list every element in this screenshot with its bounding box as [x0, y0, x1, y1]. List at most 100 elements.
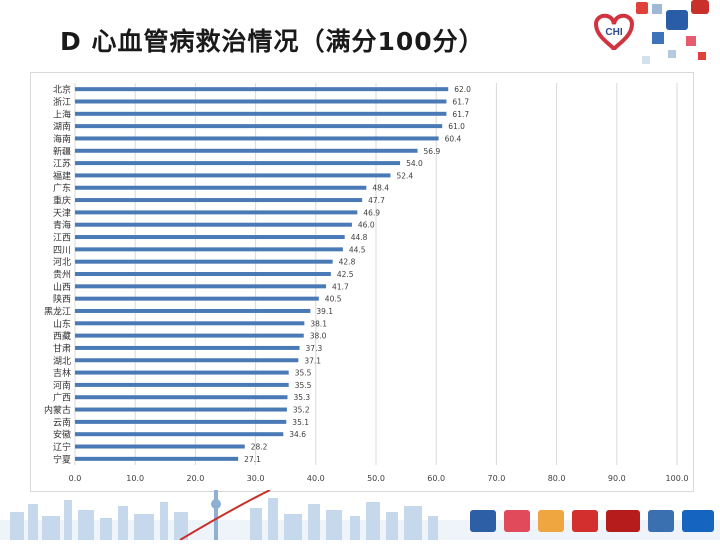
- bar: [75, 210, 358, 215]
- category-label: 甘肃: [53, 342, 71, 354]
- sponsor-logos: [470, 510, 714, 532]
- bar: [75, 198, 363, 203]
- sponsor-logo-icon: [606, 510, 640, 532]
- x-tick-label: 100.0: [666, 474, 689, 483]
- sponsor-logo-icon: [572, 510, 598, 532]
- logo-text: CHI: [605, 27, 622, 38]
- x-tick-label: 90.0: [608, 474, 626, 483]
- value-label: 52.4: [396, 171, 413, 180]
- bar: [75, 161, 401, 166]
- bar: [75, 136, 439, 141]
- value-label: 38.0: [310, 332, 327, 341]
- value-label: 34.6: [289, 430, 306, 439]
- value-label: 35.5: [295, 369, 312, 378]
- category-label: 山东: [53, 318, 71, 330]
- category-label: 海南: [53, 133, 71, 145]
- bar: [75, 99, 447, 104]
- value-label: 44.5: [349, 245, 366, 254]
- x-tick-label: 10.0: [126, 474, 144, 483]
- bar: [75, 321, 305, 326]
- sponsor-logo-icon: [538, 510, 564, 532]
- category-label: 辽宁: [53, 441, 71, 453]
- value-label: 47.7: [368, 196, 385, 205]
- bar: [75, 247, 343, 252]
- value-label: 60.4: [445, 134, 462, 143]
- bar: [75, 235, 345, 240]
- category-label: 云南: [53, 416, 71, 428]
- category-label: 青海: [53, 219, 71, 231]
- bar: [75, 432, 284, 437]
- category-label: 宁夏: [53, 453, 71, 465]
- footer-skyline: [0, 489, 720, 541]
- value-label: 54.0: [406, 159, 423, 168]
- value-label: 56.9: [424, 147, 441, 156]
- category-label: 河北: [53, 256, 71, 268]
- bar: [75, 185, 367, 190]
- value-label: 42.8: [339, 258, 356, 267]
- value-label: 28.2: [251, 443, 268, 452]
- value-label: 35.1: [292, 418, 309, 427]
- value-label: 35.5: [295, 381, 312, 390]
- category-label: 贵州: [53, 269, 71, 281]
- category-label: 湖南: [53, 121, 71, 133]
- bar: [75, 382, 289, 387]
- value-label: 27.1: [244, 455, 261, 464]
- x-tick-label: 70.0: [487, 474, 505, 483]
- value-label: 41.7: [332, 282, 349, 291]
- bar: [75, 296, 319, 301]
- bar: [75, 333, 304, 338]
- bar: [75, 284, 327, 289]
- bar: [75, 124, 443, 129]
- value-label: 35.3: [294, 393, 311, 402]
- category-label: 江西: [53, 233, 71, 244]
- x-tick-label: 60.0: [427, 474, 445, 483]
- bar: [75, 87, 449, 92]
- x-tick-label: 20.0: [186, 474, 204, 483]
- bar: [75, 444, 245, 449]
- bar: [75, 173, 391, 178]
- bar: [75, 259, 333, 264]
- chart-svg: 0.0 10.0 20.0 30.0 40.0 50.0 60.0 70.0 80.0 90.0 1…: [44, 83, 689, 483]
- bar: [75, 272, 331, 276]
- x-tick-label: 30.0: [247, 474, 265, 483]
- bar: [75, 111, 447, 116]
- bar: [75, 370, 289, 375]
- sponsor-logo-icon: [504, 510, 530, 532]
- bar: [75, 456, 239, 461]
- value-label: 62.0: [454, 85, 471, 94]
- category-label: 江苏: [53, 158, 71, 170]
- value-label: 37.3: [306, 344, 323, 353]
- logo-cluster: CHI: [586, 0, 716, 70]
- value-label: 39.1: [316, 307, 333, 316]
- value-label: 40.5: [325, 295, 342, 304]
- bar: [75, 222, 352, 227]
- value-label: 48.4: [372, 184, 389, 193]
- category-label: 内蒙古: [44, 404, 71, 416]
- bar: [75, 308, 311, 313]
- value-label: 61.7: [452, 110, 469, 119]
- bar-chart: 0.0 10.0 20.0 30.0 40.0 50.0 60.0 70.0 80.0 90.0 1…: [30, 72, 694, 492]
- value-label: 42.5: [337, 270, 354, 279]
- value-label: 46.9: [363, 208, 380, 217]
- bar: [75, 395, 288, 400]
- category-label: 广西: [53, 392, 71, 404]
- category-label: 重庆: [53, 195, 71, 207]
- bar: [75, 407, 287, 412]
- category-label: 安徽: [53, 429, 71, 441]
- category-label: 浙江: [53, 96, 71, 108]
- category-label: 湖北: [53, 356, 71, 367]
- category-label: 西藏: [53, 330, 71, 342]
- bar: [75, 345, 300, 350]
- category-label: 黑龙江: [44, 305, 71, 317]
- value-label: 38.1: [310, 319, 327, 328]
- x-tick-label: 40.0: [307, 474, 325, 483]
- slide-title: D 心血管病救治情况（满分100分）: [60, 27, 485, 56]
- category-label: 北京: [53, 84, 71, 96]
- category-label: 河南: [53, 379, 71, 391]
- bar: [75, 358, 299, 363]
- category-label: 福建: [53, 170, 71, 182]
- category-label: 陕西: [53, 293, 71, 305]
- sponsor-logo-icon: [470, 510, 496, 532]
- sponsor-logo-icon: [682, 510, 714, 532]
- bar: [75, 148, 418, 153]
